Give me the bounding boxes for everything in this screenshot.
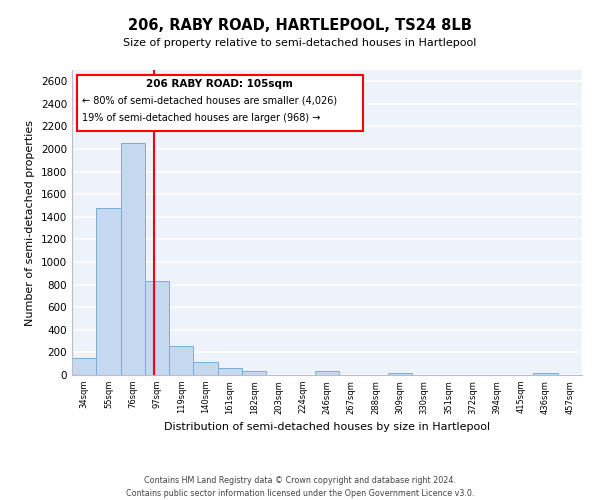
Text: ← 80% of semi-detached houses are smaller (4,026): ← 80% of semi-detached houses are smalle… [82, 96, 337, 106]
Text: 19% of semi-detached houses are larger (968) →: 19% of semi-detached houses are larger (… [82, 112, 320, 122]
FancyBboxPatch shape [77, 74, 363, 131]
Bar [533, 372, 558, 375]
X-axis label: Distribution of semi-detached houses by size in Hartlepool: Distribution of semi-detached houses by … [164, 422, 490, 432]
Bar [388, 372, 412, 375]
Text: 206, RABY ROAD, HARTLEPOOL, TS24 8LB: 206, RABY ROAD, HARTLEPOOL, TS24 8LB [128, 18, 472, 32]
Text: Size of property relative to semi-detached houses in Hartlepool: Size of property relative to semi-detach… [124, 38, 476, 48]
Text: 206 RABY ROAD: 105sqm: 206 RABY ROAD: 105sqm [146, 79, 293, 89]
Text: Contains HM Land Registry data © Crown copyright and database right 2024.
Contai: Contains HM Land Registry data © Crown c… [126, 476, 474, 498]
Bar [193, 362, 218, 375]
Bar [96, 208, 121, 375]
Bar [121, 144, 145, 375]
Y-axis label: Number of semi-detached properties: Number of semi-detached properties [25, 120, 35, 326]
Bar [72, 358, 96, 375]
Bar [218, 368, 242, 375]
Bar [145, 281, 169, 375]
Bar [315, 371, 339, 375]
Bar [242, 371, 266, 375]
Bar [169, 346, 193, 375]
